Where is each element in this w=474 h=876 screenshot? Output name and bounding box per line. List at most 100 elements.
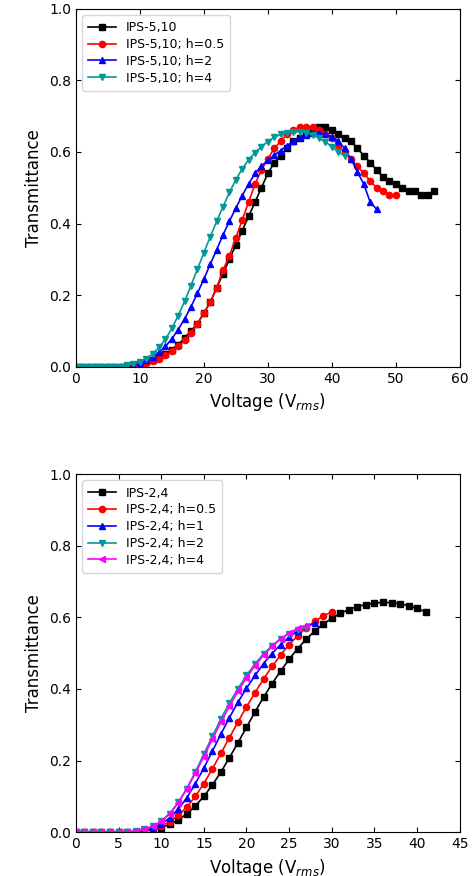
IPS-5,10; h=4 (227, 187, 232, 198)
IPS-2,4; h=4 (201, 752, 207, 762)
IPS-5,10; h=0.5 (73, 362, 79, 372)
IPS-2,4; h=4 (295, 623, 301, 633)
IPS-2,4; h=2 (252, 659, 258, 669)
IPS-2,4 (389, 597, 394, 608)
IPS-2,4; h=0.5 (116, 827, 121, 837)
IPS-2,4; h=2 (210, 731, 215, 741)
IPS-5,10; h=2 (252, 168, 258, 179)
IPS-2,4; h=0.5 (184, 802, 190, 812)
IPS-2,4; h=0.5 (269, 661, 275, 672)
IPS-2,4 (201, 791, 207, 802)
IPS-5,10; h=2 (105, 362, 111, 372)
IPS-2,4; h=2 (124, 827, 130, 837)
IPS-2,4; h=4 (82, 827, 87, 837)
IPS-5,10; h=4 (73, 362, 79, 372)
IPS-2,4 (141, 826, 147, 837)
IPS-2,4; h=4 (158, 816, 164, 827)
IPS-5,10; h=0.5 (175, 341, 181, 351)
IPS-2,4; h=2 (235, 683, 241, 694)
IPS-5,10; h=2 (227, 215, 232, 226)
Legend: IPS-5,10, IPS-5,10; h=0.5, IPS-5,10; h=2, IPS-5,10; h=4: IPS-5,10, IPS-5,10; h=0.5, IPS-5,10; h=2… (82, 15, 230, 91)
IPS-5,10 (169, 344, 174, 355)
IPS-5,10; h=4 (143, 353, 149, 364)
IPS-5,10; h=2 (239, 190, 245, 201)
IPS-5,10; h=2 (111, 362, 117, 372)
IPS-2,4; h=4 (235, 686, 241, 696)
IPS-2,4; h=1 (201, 763, 207, 774)
IPS-5,10; h=2 (278, 145, 283, 156)
IPS-2,4 (423, 607, 428, 618)
IPS-2,4; h=2 (133, 826, 138, 837)
X-axis label: Voltage (V$_{rms}$): Voltage (V$_{rms}$) (210, 857, 326, 876)
IPS-5,10; h=2 (118, 362, 123, 372)
IPS-2,4; h=0.5 (175, 810, 181, 821)
IPS-2,4; h=1 (107, 827, 113, 837)
IPS-5,10; h=2 (92, 362, 98, 372)
IPS-2,4; h=2 (201, 749, 207, 759)
IPS-5,10; h=4 (188, 280, 194, 291)
IPS-5,10 (92, 362, 98, 372)
IPS-2,4; h=0.5 (320, 611, 326, 621)
IPS-2,4; h=0.5 (227, 732, 232, 743)
IPS-5,10; h=4 (239, 164, 245, 174)
IPS-2,4; h=4 (141, 824, 147, 835)
IPS-2,4; h=1 (235, 697, 241, 708)
IPS-2,4; h=1 (192, 779, 198, 789)
IPS-5,10 (329, 125, 335, 136)
IPS-2,4; h=4 (269, 641, 275, 652)
IPS-2,4; h=4 (218, 717, 224, 728)
IPS-5,10; h=2 (73, 362, 79, 372)
IPS-2,4 (397, 598, 403, 609)
IPS-2,4 (346, 604, 352, 615)
IPS-5,10; h=4 (207, 231, 213, 242)
IPS-2,4; h=0.5 (107, 827, 113, 837)
IPS-5,10; h=4 (316, 133, 322, 144)
IPS-2,4; h=4 (124, 827, 130, 837)
IPS-2,4; h=1 (124, 827, 130, 837)
IPS-5,10; h=2 (79, 362, 85, 372)
IPS-2,4 (269, 678, 275, 689)
IPS-2,4; h=2 (218, 714, 224, 724)
IPS-2,4; h=4 (90, 827, 96, 837)
IPS-5,10; h=2 (271, 150, 277, 160)
IPS-5,10; h=2 (137, 357, 143, 368)
IPS-2,4; h=0.5 (158, 821, 164, 831)
IPS-2,4 (380, 597, 386, 608)
IPS-2,4 (312, 625, 318, 636)
IPS-2,4; h=2 (269, 640, 275, 651)
IPS-2,4 (372, 597, 377, 608)
IPS-2,4 (252, 707, 258, 717)
IPS-5,10; h=4 (169, 323, 174, 334)
IPS-2,4; h=1 (141, 825, 147, 836)
IPS-2,4; h=1 (158, 819, 164, 830)
IPS-2,4; h=2 (150, 821, 155, 831)
IPS-2,4 (406, 600, 411, 611)
IPS-5,10; h=2 (374, 204, 379, 215)
IPS-2,4; h=4 (107, 827, 113, 837)
IPS-5,10; h=4 (291, 126, 296, 137)
IPS-2,4; h=2 (227, 697, 232, 708)
IPS-2,4; h=2 (141, 824, 147, 835)
IPS-5,10; h=2 (310, 128, 315, 138)
Legend: IPS-2,4, IPS-2,4; h=0.5, IPS-2,4; h=1, IPS-2,4; h=2, IPS-2,4; h=4: IPS-2,4, IPS-2,4; h=0.5, IPS-2,4; h=1, I… (82, 480, 222, 573)
IPS-5,10; h=2 (348, 154, 354, 165)
IPS-5,10; h=4 (252, 147, 258, 158)
IPS-5,10; h=2 (265, 155, 271, 166)
Line: IPS-5,10: IPS-5,10 (73, 124, 438, 370)
IPS-2,4; h=1 (278, 639, 283, 650)
IPS-2,4; h=1 (218, 729, 224, 739)
IPS-2,4; h=0.5 (295, 631, 301, 641)
Line: IPS-5,10; h=4: IPS-5,10; h=4 (73, 129, 348, 370)
IPS-5,10; h=4 (163, 334, 168, 344)
IPS-2,4; h=4 (192, 768, 198, 779)
IPS-2,4; h=0.5 (201, 778, 207, 788)
IPS-2,4; h=0.5 (329, 607, 335, 618)
Line: IPS-2,4: IPS-2,4 (73, 599, 429, 836)
IPS-2,4; h=0.5 (303, 623, 309, 633)
IPS-2,4; h=1 (99, 827, 104, 837)
IPS-2,4 (227, 752, 232, 763)
IPS-5,10; h=2 (361, 179, 366, 189)
IPS-2,4; h=4 (184, 784, 190, 795)
IPS-5,10; h=2 (342, 143, 347, 153)
IPS-2,4; h=4 (278, 633, 283, 644)
